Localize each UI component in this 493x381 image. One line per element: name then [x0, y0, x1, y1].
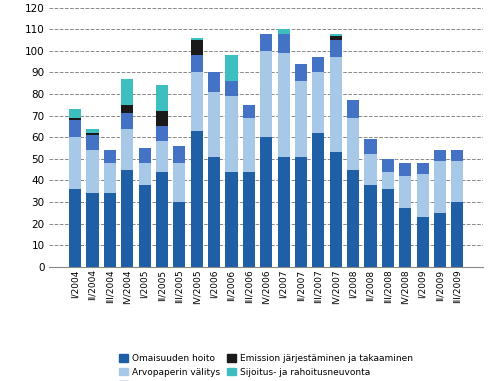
Bar — [295, 81, 307, 157]
Bar — [139, 148, 151, 163]
Bar — [434, 213, 446, 267]
Bar — [121, 170, 133, 267]
Bar — [347, 118, 359, 170]
Bar — [451, 161, 463, 202]
Bar — [121, 128, 133, 170]
Bar — [191, 55, 203, 72]
Bar — [191, 72, 203, 131]
Bar — [208, 72, 220, 92]
Bar — [312, 57, 324, 72]
Bar — [69, 118, 81, 120]
Bar — [312, 72, 324, 133]
Bar — [69, 120, 81, 137]
Bar — [243, 172, 255, 267]
Bar — [278, 157, 290, 267]
Bar — [86, 150, 99, 193]
Bar — [173, 202, 185, 267]
Bar — [399, 208, 411, 267]
Bar — [451, 150, 463, 161]
Bar — [330, 40, 342, 57]
Bar — [417, 163, 429, 174]
Bar — [295, 64, 307, 81]
Bar — [382, 159, 394, 172]
Bar — [104, 150, 116, 163]
Bar — [364, 185, 377, 267]
Bar — [399, 163, 411, 176]
Bar — [434, 161, 446, 213]
Bar — [173, 146, 185, 163]
Bar — [364, 154, 377, 185]
Bar — [295, 157, 307, 267]
Bar — [86, 193, 99, 267]
Bar — [208, 92, 220, 157]
Bar — [86, 128, 99, 133]
Bar — [243, 118, 255, 172]
Bar — [347, 170, 359, 267]
Bar — [417, 217, 429, 267]
Bar — [156, 111, 168, 126]
Bar — [69, 137, 81, 189]
Bar — [260, 137, 272, 267]
Bar — [260, 51, 272, 137]
Bar — [121, 79, 133, 105]
Bar — [330, 34, 342, 36]
Bar — [278, 29, 290, 34]
Bar — [364, 139, 377, 154]
Bar — [399, 176, 411, 208]
Bar — [191, 40, 203, 55]
Bar — [278, 53, 290, 157]
Bar — [225, 96, 238, 172]
Bar — [243, 105, 255, 118]
Bar — [330, 57, 342, 152]
Bar — [382, 189, 394, 267]
Bar — [156, 85, 168, 111]
Bar — [156, 141, 168, 172]
Bar — [121, 105, 133, 114]
Bar — [417, 174, 429, 217]
Bar — [208, 157, 220, 267]
Bar — [69, 109, 81, 118]
Legend: Omaisuuden hoito, Arvopaperin välitys, Muut palkkiotuotot, Emission järjestämine: Omaisuuden hoito, Arvopaperin välitys, M… — [119, 354, 413, 381]
Bar — [104, 193, 116, 267]
Bar — [225, 55, 238, 81]
Bar — [156, 126, 168, 141]
Bar — [225, 81, 238, 96]
Bar — [451, 202, 463, 267]
Bar — [69, 189, 81, 267]
Bar — [86, 133, 99, 135]
Bar — [278, 34, 290, 53]
Bar — [121, 114, 133, 128]
Bar — [139, 185, 151, 267]
Bar — [86, 135, 99, 150]
Bar — [434, 150, 446, 161]
Bar — [260, 34, 272, 51]
Bar — [330, 152, 342, 267]
Bar — [330, 36, 342, 40]
Bar — [312, 133, 324, 267]
Bar — [191, 38, 203, 40]
Bar — [104, 163, 116, 193]
Bar — [382, 172, 394, 189]
Bar — [156, 172, 168, 267]
Bar — [173, 163, 185, 202]
Bar — [139, 163, 151, 185]
Bar — [191, 131, 203, 267]
Bar — [347, 101, 359, 118]
Bar — [225, 172, 238, 267]
